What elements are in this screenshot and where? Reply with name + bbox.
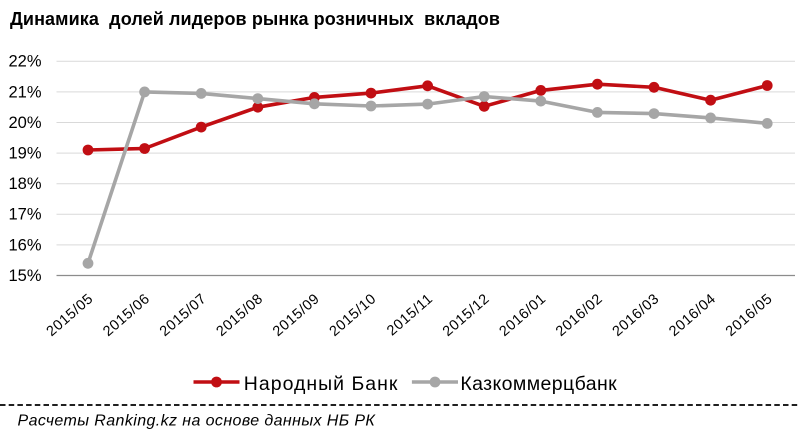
svg-text:16%: 16% [8, 236, 41, 254]
svg-text:15%: 15% [8, 267, 41, 285]
svg-text:21%: 21% [8, 83, 41, 101]
svg-text:Расчеты Ranking.kz на основе д: Расчеты Ranking.kz на основе данных НБ Р… [18, 413, 377, 430]
svg-text:17%: 17% [8, 206, 41, 224]
svg-text:Народный Банк: Народный Банк [244, 373, 399, 395]
svg-text:19%: 19% [8, 145, 41, 163]
svg-text:22%: 22% [8, 53, 41, 71]
svg-text:18%: 18% [8, 175, 41, 193]
svg-text:Казкоммерцбанк: Казкоммерцбанк [460, 373, 617, 395]
svg-text:20%: 20% [8, 114, 41, 132]
svg-text:Динамика долей лидеров рынка: Динамика долей лидеров рынка розничных в… [10, 9, 500, 29]
